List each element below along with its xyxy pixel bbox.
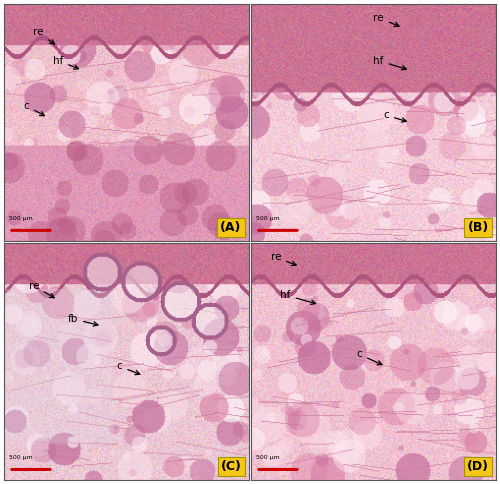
Text: re: re [270, 252, 296, 266]
Text: c: c [384, 110, 406, 122]
Text: hf: hf [374, 56, 406, 70]
Text: hf: hf [280, 290, 316, 304]
Text: re: re [34, 27, 54, 44]
Text: (A): (A) [220, 221, 242, 234]
Text: hf: hf [53, 56, 78, 69]
Text: 500 μm: 500 μm [256, 216, 280, 221]
Text: c: c [356, 349, 382, 365]
Text: 500 μm: 500 μm [9, 216, 32, 221]
Text: c: c [116, 361, 140, 375]
Text: c: c [24, 101, 44, 116]
Text: (C): (C) [221, 460, 242, 473]
Text: re: re [28, 281, 54, 298]
Text: re: re [374, 13, 399, 27]
Text: fb: fb [68, 314, 98, 326]
Text: 500 μm: 500 μm [256, 455, 280, 460]
Text: (B): (B) [468, 221, 488, 234]
Text: (D): (D) [466, 460, 488, 473]
Text: 500 μm: 500 μm [9, 455, 32, 460]
